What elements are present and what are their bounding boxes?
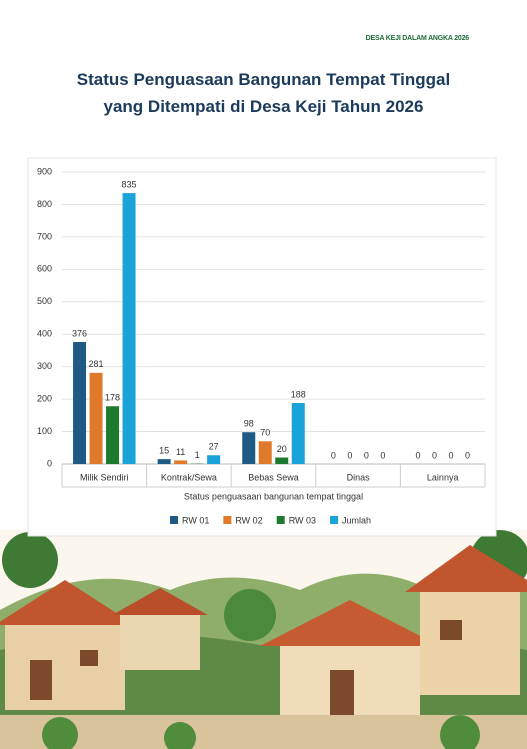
value-label: 98 [244, 419, 254, 429]
y-tick-label: 400 [37, 329, 52, 339]
value-label: 0 [347, 450, 352, 460]
y-tick-label: 100 [37, 426, 52, 436]
chart-frame [27, 157, 497, 537]
value-label: 178 [105, 393, 120, 403]
bar [122, 193, 136, 465]
bar [207, 455, 221, 464]
value-label: 0 [448, 450, 453, 460]
value-label: 11 [176, 447, 185, 457]
value-label: 281 [89, 359, 104, 369]
value-label: 15 [159, 446, 169, 456]
bar [275, 457, 289, 464]
value-label: 0 [380, 450, 385, 460]
bar [291, 403, 305, 464]
value-label: 1 [195, 450, 200, 460]
y-tick-label: 600 [37, 264, 52, 274]
y-tick-label: 900 [37, 166, 52, 176]
value-label: 27 [209, 442, 219, 452]
bar [73, 342, 87, 464]
value-label: 0 [465, 450, 470, 460]
bar [258, 441, 272, 464]
y-tick-label: 800 [37, 199, 52, 209]
legend-label: RW 01 [182, 515, 209, 525]
header: DESA KEJI DALAM ANGKA 2026 [365, 35, 470, 42]
legend-label: RW 03 [289, 515, 316, 525]
value-label: 376 [72, 328, 87, 338]
bar [106, 406, 120, 464]
legend-swatch [276, 516, 285, 524]
value-label: 0 [432, 450, 437, 460]
bar [157, 459, 171, 464]
x-axis-label: Status penguasaan bangunan tempat tingga… [184, 491, 363, 501]
x-tick-label: Bebas Sewa [248, 472, 299, 482]
chart-title: Status Penguasaan Bangunan Tempat Tingga… [76, 70, 451, 116]
value-label: 0 [415, 450, 420, 460]
legend-swatch [223, 516, 232, 524]
y-tick-label: 500 [37, 296, 52, 306]
x-tick-label: Kontrak/Sewa [161, 472, 217, 482]
value-label: 0 [331, 450, 336, 460]
value-label: 188 [291, 389, 306, 399]
y-tick-label: 700 [37, 231, 52, 241]
y-tick-label: 200 [37, 393, 52, 403]
bar [89, 372, 103, 464]
legend-label: Jumlah [342, 515, 371, 525]
value-label: 0 [364, 450, 369, 460]
value-label: 835 [122, 179, 137, 189]
y-tick-label: 0 [47, 458, 52, 468]
value-label: 70 [260, 428, 270, 438]
x-tick-label: Milik Sendiri [80, 472, 129, 482]
legend-swatch [330, 516, 339, 524]
x-tick-label: Lainnya [427, 472, 459, 482]
bar [242, 432, 256, 464]
legend-label: RW 02 [235, 515, 262, 525]
value-label: 20 [277, 444, 287, 454]
bar [174, 460, 188, 464]
legend-swatch [170, 516, 178, 524]
illustration [0, 530, 527, 749]
x-tick-label: Dinas [347, 472, 371, 482]
y-tick-label: 300 [37, 361, 52, 371]
